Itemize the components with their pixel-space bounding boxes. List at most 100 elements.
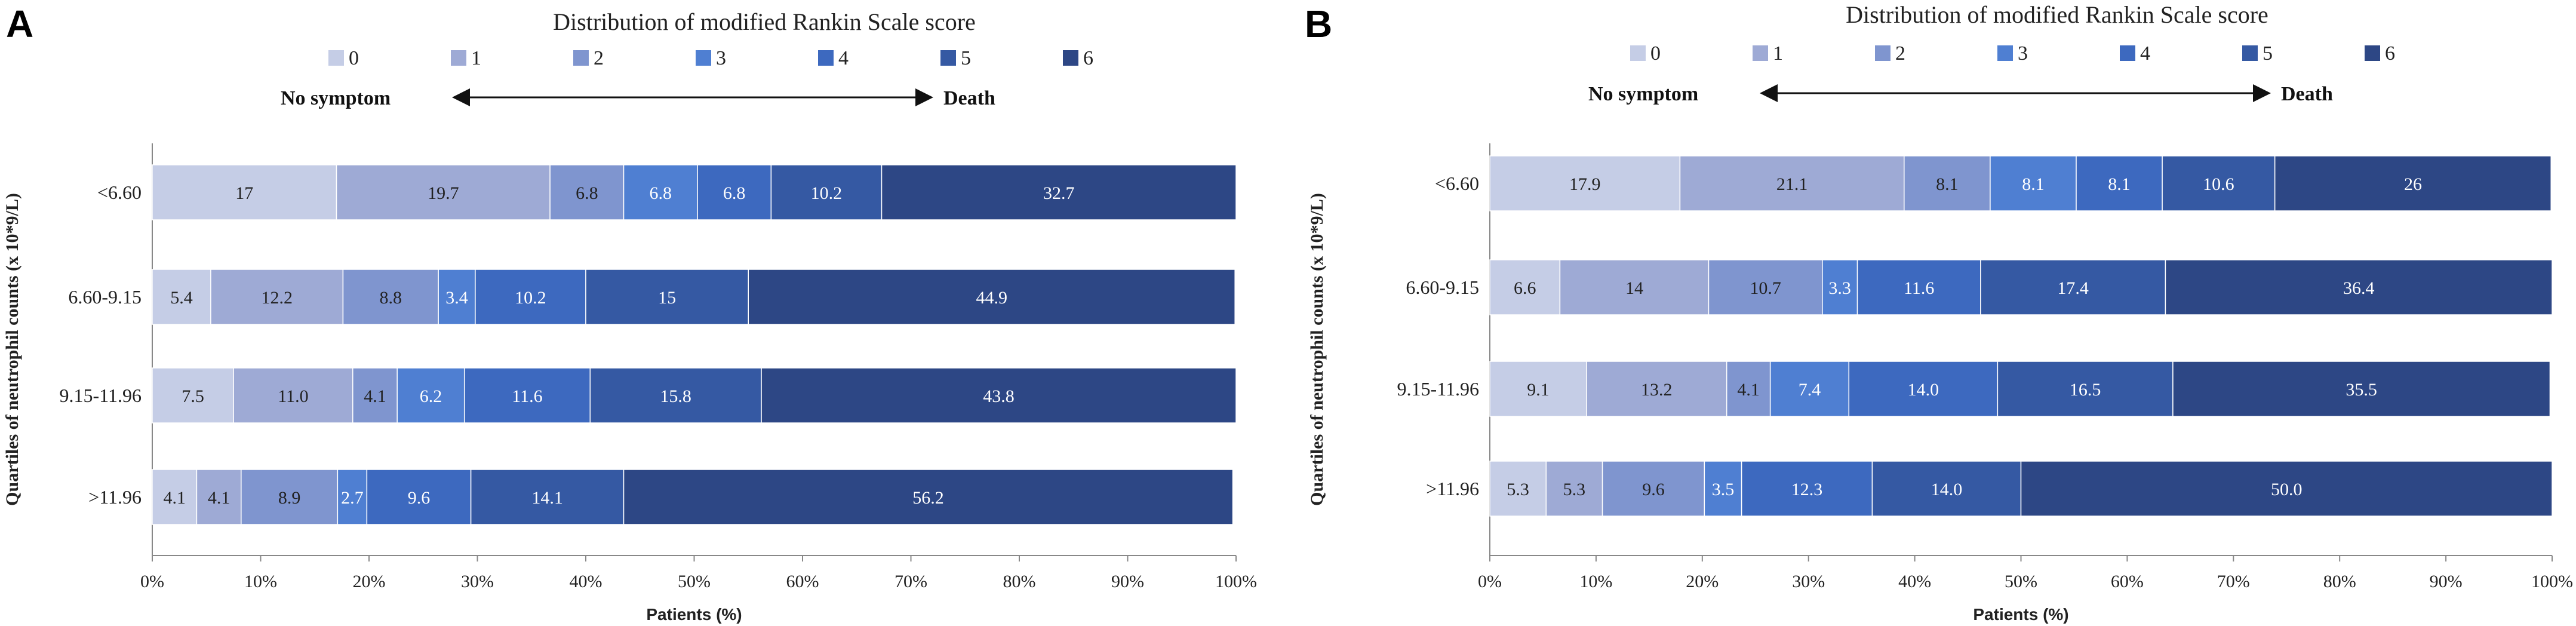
- bar-segment-mrs-6: [2172, 361, 2551, 417]
- data-label: 3.4: [445, 288, 468, 308]
- legend-swatch: [940, 50, 956, 66]
- legend-label: 4: [2140, 42, 2150, 65]
- legend: 0 1 2 3 4 5 6: [1630, 42, 2395, 65]
- panel-letter: B: [1305, 2, 1332, 45]
- bar-segment-mrs-3: [1822, 259, 1858, 315]
- legend-swatch: [2242, 45, 2258, 61]
- data-label: 17.9: [1569, 174, 1601, 194]
- x-tick-label: 100%: [1215, 572, 1257, 591]
- data-label: 17.4: [2057, 278, 2089, 298]
- bar-segment-mrs-4: [1741, 461, 1873, 517]
- data-label: 26: [2404, 174, 2422, 194]
- bar-segment-mrs-4: [463, 367, 591, 424]
- legend-swatch: [1875, 45, 1890, 61]
- data-label: 11.6: [512, 386, 542, 406]
- bar-segment-mrs-3: [337, 469, 368, 525]
- legend-label: 6: [2385, 42, 2395, 65]
- data-label: 10.6: [2203, 174, 2234, 194]
- bar-segment-mrs-4: [1848, 361, 1999, 417]
- bar-segment-mrs-6: [2020, 461, 2553, 517]
- x-tick-label: 100%: [2531, 572, 2573, 591]
- legend-swatch: [451, 50, 466, 66]
- data-label: 36.4: [2343, 278, 2375, 298]
- legend-item: 1: [1753, 42, 1783, 65]
- x-tick-label: 0%: [140, 572, 164, 591]
- data-label: 8.1: [2022, 174, 2045, 194]
- legend-swatch: [2365, 45, 2380, 61]
- legend-item: 3: [1997, 42, 2028, 65]
- panel-b: B Distribution of modified Rankin Scale s…: [1305, 1, 2573, 624]
- bar-segment-mrs-3: [396, 367, 465, 424]
- bar-segment-mrs-2: [342, 269, 439, 325]
- bar-segment-mrs-6: [748, 269, 1235, 325]
- data-label: 13.2: [1641, 380, 1673, 400]
- data-label: 12.2: [261, 288, 293, 308]
- legend-swatch: [696, 50, 711, 66]
- data-label: 21.1: [1776, 174, 1808, 194]
- data-label: 32.7: [1043, 183, 1075, 203]
- legend-label: 2: [594, 47, 604, 69]
- category-label: >11.96: [88, 486, 142, 508]
- bar-segment-mrs-1: [1586, 361, 1727, 417]
- data-label: 16.5: [2070, 380, 2101, 400]
- data-label: 7.5: [182, 386, 204, 406]
- x-tick-label: 30%: [461, 572, 494, 591]
- legend-item: 0: [1630, 42, 1661, 65]
- legend-label: 2: [1895, 42, 1905, 65]
- data-label: 5.3: [1507, 480, 1529, 499]
- data-label: 8.1: [1936, 174, 1959, 194]
- data-label: 35.5: [2346, 380, 2377, 400]
- x-tick-label: 80%: [2323, 572, 2356, 591]
- x-tick-label: 30%: [1792, 572, 1825, 591]
- bar-row: 5.4 12.2 8.8 3.4 10.2 15 44.9: [152, 269, 1235, 325]
- data-label: 14: [1625, 278, 1643, 298]
- data-label: 44.9: [976, 288, 1007, 308]
- chart-title: Distribution of modified Rankin Scale sc…: [1846, 1, 2268, 28]
- legend-swatch: [1630, 45, 1646, 61]
- bar-segment-mrs-0: [152, 269, 211, 325]
- bar-segment-mrs-3: [1990, 155, 2077, 211]
- data-label: 14.0: [1908, 380, 1939, 400]
- scale-right-label: Death: [943, 87, 995, 109]
- data-label: 11.0: [278, 386, 308, 406]
- bar-segment-mrs-4: [2076, 155, 2163, 211]
- data-label: 15: [658, 288, 676, 308]
- legend-label: 5: [2263, 42, 2273, 65]
- data-label: 14.0: [1931, 480, 1963, 499]
- category-label: <6.60: [97, 182, 142, 203]
- category-label: <6.60: [1435, 173, 1479, 194]
- legend-swatch: [818, 50, 834, 66]
- bar-segment-mrs-1: [1679, 155, 1905, 211]
- data-label: 10.2: [515, 288, 546, 308]
- legend-item: 2: [1875, 42, 1905, 65]
- legend-swatch: [1753, 45, 1768, 61]
- x-tick-label: 60%: [2111, 572, 2144, 591]
- legend-item: 2: [573, 47, 604, 69]
- data-label: 7.4: [1799, 380, 1821, 400]
- data-label: 4.1: [1737, 380, 1760, 400]
- bar-segment-mrs-2: [1708, 259, 1823, 315]
- data-label: 2.7: [341, 488, 364, 508]
- legend-swatch: [2120, 45, 2135, 61]
- data-label: 9.6: [1642, 480, 1665, 499]
- data-label: 12.3: [1791, 480, 1823, 499]
- legend-swatch: [1997, 45, 2013, 61]
- bar-segment-mrs-2: [1601, 461, 1705, 517]
- bar-segment-mrs-2: [241, 469, 339, 525]
- bar-segment-mrs-4: [1856, 259, 1981, 315]
- x-tick-label: 60%: [786, 572, 819, 591]
- legend-swatch: [573, 50, 589, 66]
- legend-label: 3: [716, 47, 726, 69]
- chart-title: Distribution of modified Rankin Scale sc…: [553, 8, 976, 35]
- data-label: 3.3: [1828, 278, 1851, 298]
- x-tick-label: 70%: [894, 572, 927, 591]
- bar-segment-mrs-3: [438, 269, 476, 325]
- category-label: 6.60-9.15: [68, 286, 142, 308]
- legend-label: 1: [1773, 42, 1783, 65]
- bar-segment-mrs-6: [623, 469, 1234, 525]
- x-tick-label: 20%: [1686, 572, 1719, 591]
- bar-segment-mrs-1: [233, 367, 353, 424]
- data-label: 10.7: [1750, 278, 1781, 298]
- data-label: 5.3: [1563, 480, 1586, 499]
